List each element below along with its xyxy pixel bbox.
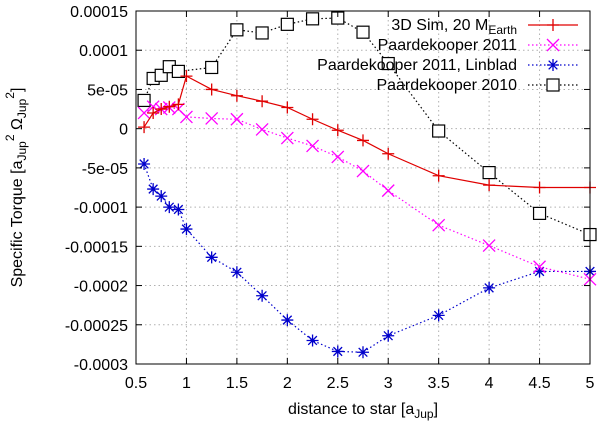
x-axis-title: distance to star [aJup] xyxy=(288,401,438,421)
data-point xyxy=(205,60,219,75)
series-line xyxy=(143,106,591,280)
data-point xyxy=(255,26,269,40)
data-point xyxy=(137,93,151,108)
data-point xyxy=(163,100,176,113)
data-point xyxy=(163,201,176,214)
data-point xyxy=(331,345,344,358)
data-point xyxy=(147,183,160,196)
data-point xyxy=(138,157,151,170)
data-point xyxy=(357,346,369,359)
x-tick-label: 3.5 xyxy=(428,375,450,392)
data-point xyxy=(305,12,320,26)
data-point xyxy=(230,112,244,126)
data-point xyxy=(205,251,218,264)
data-point xyxy=(331,124,344,137)
data-point xyxy=(532,206,547,220)
data-point xyxy=(432,169,445,182)
legend-label-paardekooper-2010: Paardekooper 2010 xyxy=(376,77,517,94)
data-point xyxy=(171,64,185,79)
legend-label-paardekooper-2011: Paardekooper 2011 xyxy=(378,37,517,54)
data-point xyxy=(483,281,496,294)
data-point xyxy=(381,184,395,198)
data-point xyxy=(230,266,243,279)
series-0 xyxy=(138,70,596,194)
data-point xyxy=(180,223,193,236)
legend: 3D Sim, 20 MEarth Paardekooper 2011 Paar… xyxy=(317,17,578,94)
legend-label-paardekooper-2011-linblad: Paardekooper 2011, Linblad xyxy=(317,57,517,74)
x-tick-label: 3 xyxy=(384,375,393,392)
x-tick-label: 4.5 xyxy=(528,375,550,392)
y-tick-label: 0.0001 xyxy=(79,43,128,60)
y-tick-label: -0.0001 xyxy=(74,200,128,217)
x-tick-label: 4 xyxy=(485,375,494,392)
data-point xyxy=(356,164,370,178)
data-point xyxy=(137,106,151,120)
legend-label-3d-sim: 3D Sim, 20 MEarth xyxy=(391,17,517,37)
data-point xyxy=(381,56,395,71)
x-tick-label: 0.5 xyxy=(125,375,147,392)
data-point xyxy=(256,289,269,302)
data-point xyxy=(482,165,496,180)
plot-frame xyxy=(135,10,591,365)
axis-ticks: 0.5 1 1.5 2 2.5 3 3.5 4 4.5 5 -0.0003 -0.00025 -0.00… xyxy=(65,4,595,392)
data-point xyxy=(306,113,319,126)
data-point xyxy=(172,98,185,111)
y-tick-label: 0.00015 xyxy=(70,4,128,21)
data-point xyxy=(357,134,369,147)
legend-sample-marker xyxy=(546,78,560,92)
x-tick-label: 1.5 xyxy=(226,375,248,392)
data-point xyxy=(533,265,546,278)
data-point xyxy=(155,103,168,116)
data-point xyxy=(482,239,496,253)
x-tick-label: 5 xyxy=(586,375,595,392)
data-point xyxy=(280,17,294,31)
data-point xyxy=(281,101,294,114)
data-point xyxy=(179,110,193,124)
y-tick-label: -0.0002 xyxy=(74,279,128,296)
legend-sample-marker xyxy=(547,59,559,71)
data-point xyxy=(230,89,243,102)
y-tick-label: -0.00025 xyxy=(65,318,128,335)
series-line xyxy=(143,75,590,189)
y-tick-label: -0.00015 xyxy=(65,239,128,256)
y-tick-label: 5e-05 xyxy=(87,82,128,99)
y-tick-label: 0 xyxy=(119,122,128,139)
legend-samples xyxy=(528,19,578,92)
data-point xyxy=(155,190,168,203)
data-point xyxy=(205,112,219,125)
data-point xyxy=(230,23,244,37)
data-point xyxy=(138,121,151,134)
y-tick-label: -0.0003 xyxy=(74,357,128,374)
x-tick-label: 1 xyxy=(182,375,191,392)
data-point xyxy=(483,179,496,192)
data-point xyxy=(533,260,547,274)
series-3 xyxy=(137,11,597,242)
data-point xyxy=(432,124,446,138)
data-point xyxy=(280,131,294,145)
data-point xyxy=(533,181,546,194)
data-point xyxy=(256,95,269,108)
data-point xyxy=(281,314,294,327)
data-point xyxy=(356,25,370,39)
data-point xyxy=(432,218,446,232)
x-tick-label: 2.5 xyxy=(327,375,349,392)
data-point xyxy=(205,83,218,96)
series-2 xyxy=(138,157,596,359)
x-tick-label: 2 xyxy=(283,375,292,392)
data-point xyxy=(147,106,160,119)
y-tick-label: -5e-05 xyxy=(82,161,128,178)
legend-sample-marker xyxy=(546,38,560,52)
data-point xyxy=(382,329,395,342)
data-point xyxy=(180,70,193,83)
data-point xyxy=(255,122,269,136)
y-axis-title: Specific Torque [aJup2 ΩJup2] xyxy=(3,88,29,288)
data-point xyxy=(382,147,395,160)
data-point xyxy=(331,150,345,164)
data-point xyxy=(172,203,185,216)
data-point xyxy=(306,139,320,153)
data-point xyxy=(432,309,445,322)
data-point xyxy=(306,334,319,347)
legend-sample-marker xyxy=(547,19,559,31)
